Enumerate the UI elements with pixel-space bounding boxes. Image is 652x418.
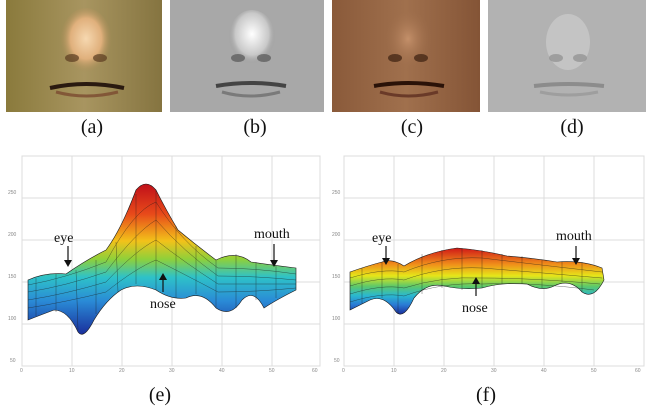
caption-c: (c) xyxy=(400,116,424,138)
e-ytick-100: 100 xyxy=(8,316,17,322)
f-arrow-mouth-icon xyxy=(572,246,580,265)
e-arrow-mouth-icon xyxy=(270,244,278,267)
caption-d: (d) xyxy=(560,116,584,138)
panel-d-image xyxy=(488,0,646,112)
f-xtick-20: 20 xyxy=(441,368,447,374)
f-xtick-0: 0 xyxy=(342,368,345,374)
e-xtick-30: 30 xyxy=(169,368,175,374)
f-label-nose: nose xyxy=(462,301,488,316)
f-xtick-40: 40 xyxy=(541,368,547,374)
e-xtick-40: 40 xyxy=(219,368,225,374)
f-ytick-200: 200 xyxy=(332,232,341,238)
panel-b-image xyxy=(170,0,324,112)
f-xtick-60: 60 xyxy=(635,368,641,374)
e-xtick-60: 60 xyxy=(312,368,318,374)
e-xtick-50: 50 xyxy=(269,368,275,374)
f-ytick-100: 100 xyxy=(332,316,341,322)
e-xtick-10: 10 xyxy=(69,368,75,374)
e-ytick-50: 50 xyxy=(10,358,16,364)
e-label-nose: nose xyxy=(150,297,176,312)
f-arrow-nose-icon xyxy=(472,277,480,296)
f-arrow-eye-icon xyxy=(382,246,390,265)
f-xtick-10: 10 xyxy=(391,368,397,374)
e-label-mouth: mouth xyxy=(254,227,290,242)
f-ytick-250: 250 xyxy=(332,190,341,196)
e-xtick-20: 20 xyxy=(119,368,125,374)
panel-e-surface-plot: 250 200 150 100 50 0 10 20 30 40 50 60 e… xyxy=(6,150,324,374)
caption-a: (a) xyxy=(80,116,104,138)
e-label-eye: eye xyxy=(54,231,73,246)
e-arrow-eye-icon xyxy=(64,246,72,267)
f-label-eye: eye xyxy=(372,231,391,246)
f-ytick-150: 150 xyxy=(332,274,341,280)
caption-e: (e) xyxy=(148,384,172,406)
e-xtick-0: 0 xyxy=(20,368,23,374)
panel-a-image xyxy=(6,0,162,112)
e-ytick-150: 150 xyxy=(8,274,17,280)
panel-c-image xyxy=(332,0,480,112)
panel-f-surface-plot: 250 200 150 100 50 0 10 20 30 40 50 60 e… xyxy=(332,150,648,374)
e-ytick-250: 250 xyxy=(8,190,17,196)
caption-b: (b) xyxy=(243,116,267,138)
f-xtick-50: 50 xyxy=(591,368,597,374)
f-ytick-50: 50 xyxy=(334,358,340,364)
e-arrow-nose-icon xyxy=(159,273,167,292)
e-ytick-200: 200 xyxy=(8,232,17,238)
f-label-mouth: mouth xyxy=(556,229,592,244)
caption-f: (f) xyxy=(476,384,496,406)
f-xtick-30: 30 xyxy=(491,368,497,374)
